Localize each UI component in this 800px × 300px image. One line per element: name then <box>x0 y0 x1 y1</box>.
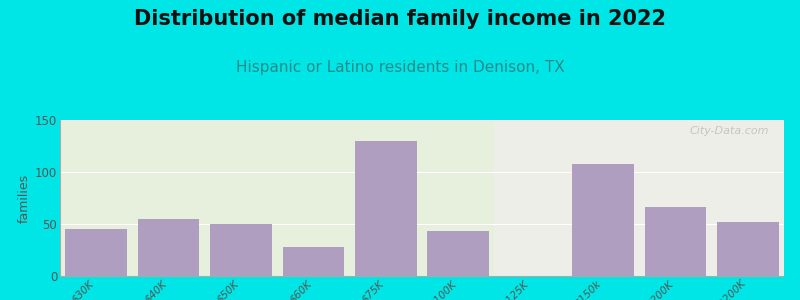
Bar <box>66 229 127 276</box>
Bar <box>60 120 494 276</box>
Text: Hispanic or Latino residents in Denison, TX: Hispanic or Latino residents in Denison,… <box>236 60 564 75</box>
Bar <box>138 219 199 276</box>
Bar <box>210 224 272 276</box>
Bar <box>427 231 489 276</box>
Text: City-Data.com: City-Data.com <box>690 126 770 136</box>
Text: Distribution of median family income in 2022: Distribution of median family income in … <box>134 9 666 29</box>
Y-axis label: families: families <box>18 173 31 223</box>
Bar <box>572 164 634 276</box>
Bar <box>355 141 417 276</box>
Bar <box>282 247 344 276</box>
Bar <box>494 120 784 276</box>
Bar <box>645 207 706 276</box>
Bar <box>717 222 778 276</box>
